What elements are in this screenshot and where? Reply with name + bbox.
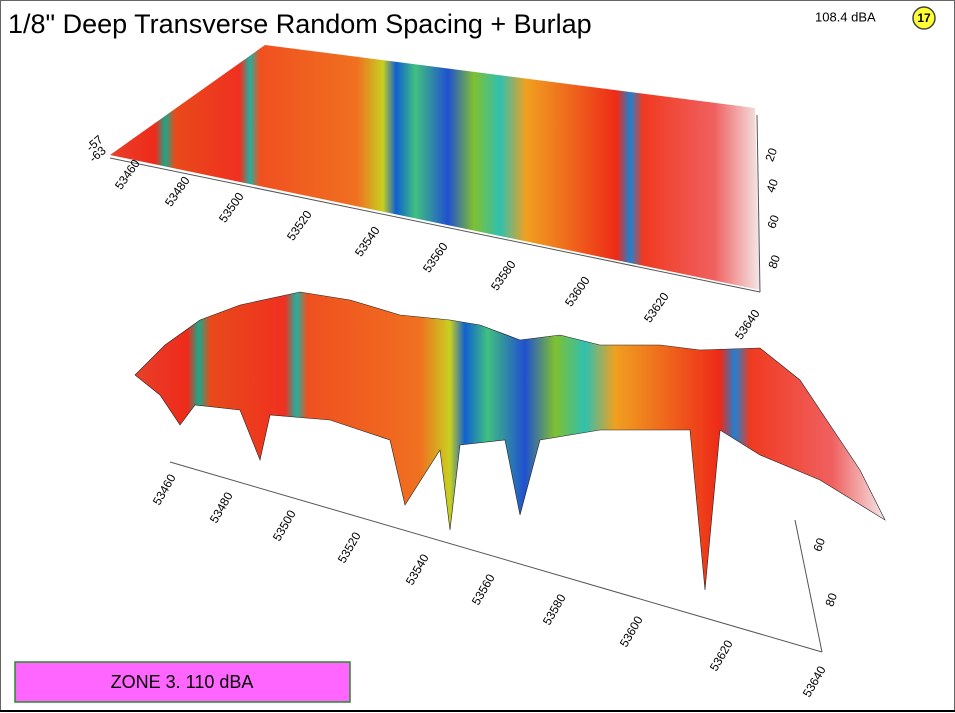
top-y-label: 80 [765, 253, 783, 271]
bottom-x-label: 53560 [469, 571, 498, 607]
badge-text: 17 [917, 11, 931, 25]
top-y-label: 60 [764, 213, 782, 231]
top-x-label: 53560 [420, 240, 451, 276]
bottom-x-label: 53500 [270, 507, 299, 543]
zone-label: ZONE 3. 110 dBA [111, 672, 254, 692]
bottom-x-label: 53520 [335, 529, 364, 565]
bottom-y-label: 80 [822, 591, 840, 609]
top-x-label: 53620 [641, 290, 672, 326]
bottom-x-label: 53580 [540, 591, 569, 627]
top-x-label: 53460 [112, 157, 143, 193]
bottom-x-label: 53620 [707, 637, 736, 673]
bottom-y-label: 60 [810, 536, 828, 554]
top-y-label: 40 [763, 177, 781, 195]
bottom-surface [135, 292, 885, 590]
top-x-label: 53600 [562, 274, 593, 310]
top-y-label: 20 [762, 146, 780, 164]
level: 108.4 dBA [815, 9, 876, 24]
bottom-x-label: 53640 [800, 663, 829, 699]
bottom-x-axis [170, 462, 822, 652]
top-x-label: 53540 [352, 224, 383, 260]
top-x-label: 53640 [732, 307, 763, 343]
bottom-x-label: 53600 [617, 613, 646, 649]
top-x-label: 53500 [216, 190, 247, 226]
top-x-label: 53520 [284, 208, 315, 244]
bottom-x-label: 53460 [150, 471, 179, 507]
top-x-label: 53580 [488, 258, 519, 294]
title: 1/8" Deep Transverse Random Spacing + Bu… [8, 9, 592, 39]
bottom-x-label: 53540 [403, 551, 432, 587]
screen: 1/8" Deep Transverse Random Spacing + Bu… [0, 0, 955, 713]
bottom-x-label: 53480 [207, 489, 236, 525]
top-x-label: 53480 [162, 174, 193, 210]
